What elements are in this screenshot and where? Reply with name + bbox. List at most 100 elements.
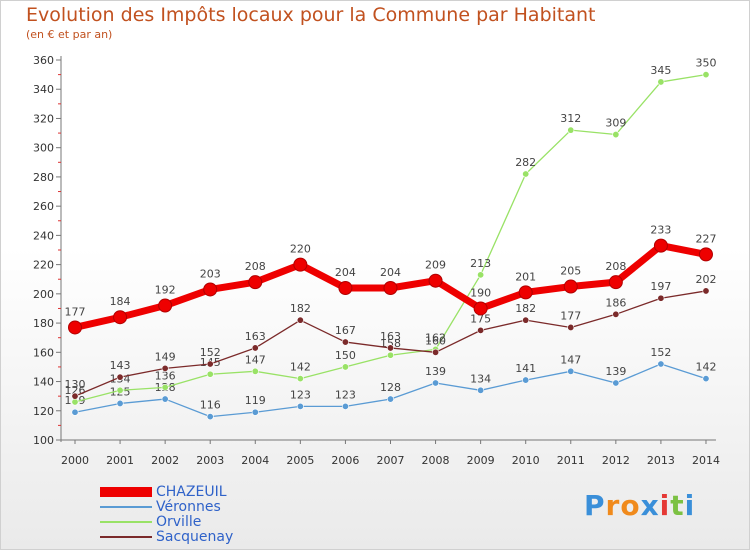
- data-point: [341, 402, 349, 410]
- x-tick-label: 2014: [692, 454, 720, 467]
- data-point: [612, 310, 620, 318]
- data-label: 184: [110, 295, 131, 308]
- data-point: [293, 257, 308, 272]
- data-point: [477, 326, 485, 334]
- data-point: [567, 126, 575, 134]
- data-label: 123: [335, 388, 356, 401]
- data-point: [567, 323, 575, 331]
- data-point: [522, 170, 530, 178]
- data-label: 123: [290, 388, 311, 401]
- data-point: [296, 402, 304, 410]
- data-point: [518, 285, 533, 300]
- data-point: [206, 413, 214, 421]
- data-label: 142: [290, 361, 311, 374]
- y-tick-label: 300: [33, 142, 54, 155]
- y-tick-label: 340: [33, 83, 54, 96]
- data-label: 204: [380, 266, 401, 279]
- data-point: [386, 351, 394, 359]
- data-label: 205: [560, 265, 581, 278]
- data-label: 143: [110, 359, 131, 372]
- data-point: [161, 364, 169, 372]
- legend-swatch: [100, 536, 152, 538]
- legend-label: Sacquenay: [156, 529, 234, 545]
- y-tick-label: 160: [33, 346, 54, 359]
- data-point: [251, 344, 259, 352]
- data-label: 209: [425, 259, 446, 272]
- data-point: [203, 282, 218, 297]
- data-point: [522, 316, 530, 324]
- data-label: 203: [200, 267, 221, 280]
- data-point: [428, 273, 443, 288]
- data-label: 149: [155, 350, 176, 363]
- series-chazeuil: 177 184 192 203 208 220 204 204 209 190 201 205 208 2…: [65, 224, 716, 335]
- y-tick-label: 200: [33, 288, 54, 301]
- data-label: 282: [515, 156, 536, 169]
- data-label: 309: [605, 117, 626, 130]
- data-label: 175: [470, 312, 491, 325]
- legend-swatch: [100, 487, 152, 497]
- data-point: [612, 131, 620, 139]
- data-point: [477, 386, 485, 394]
- data-label: 208: [245, 260, 266, 273]
- data-point: [608, 275, 623, 290]
- data-label: 130: [65, 378, 86, 391]
- data-label: 136: [155, 369, 176, 382]
- data-label: 204: [335, 266, 356, 279]
- data-point: [158, 298, 173, 313]
- x-tick-label: 2009: [467, 454, 495, 467]
- data-label: 139: [605, 365, 626, 378]
- x-tick-label: 2012: [602, 454, 630, 467]
- data-label: 152: [650, 346, 671, 359]
- x-tick-label: 2007: [376, 454, 404, 467]
- data-point: [68, 320, 82, 335]
- data-label: 152: [200, 346, 221, 359]
- data-label: 139: [425, 365, 446, 378]
- data-point: [698, 247, 713, 262]
- data-point: [341, 338, 349, 346]
- data-label: 141: [515, 362, 536, 375]
- data-point: [653, 238, 668, 253]
- data-point: [657, 294, 665, 302]
- data-point: [116, 373, 124, 381]
- data-label: 177: [65, 305, 86, 318]
- x-tick-label: 2002: [151, 454, 179, 467]
- y-tick-label: 120: [33, 405, 54, 418]
- data-point: [563, 279, 578, 294]
- y-tick-label: 260: [33, 200, 54, 213]
- x-tick-label: 2005: [286, 454, 314, 467]
- data-label: 128: [380, 381, 401, 394]
- data-label: 116: [200, 399, 221, 412]
- data-label: 227: [695, 232, 716, 245]
- x-tick-label: 2006: [331, 454, 359, 467]
- data-point: [522, 376, 530, 384]
- y-tick-label: 320: [33, 112, 54, 125]
- line-chart: 100 120 140 160 180 200 220 240 260 280 300 320 340 3…: [33, 54, 720, 467]
- logo-letter: P: [584, 489, 606, 522]
- chart-title: Evolution des Impôts locaux pour la Comm…: [26, 4, 596, 26]
- legend-label: Véronnes: [156, 499, 221, 515]
- data-label: 167: [335, 324, 356, 337]
- data-point: [612, 379, 620, 387]
- data-label: 345: [650, 64, 671, 77]
- data-label: 119: [245, 394, 266, 407]
- data-label: 233: [650, 224, 671, 237]
- data-point: [702, 71, 710, 79]
- data-point: [338, 281, 353, 295]
- logo-letter: t: [670, 489, 685, 522]
- data-point: [251, 408, 259, 416]
- y-tick-label: 360: [33, 54, 54, 67]
- logo-letter: i: [659, 489, 671, 522]
- series-véronnes: 1191251281161191231231281391341411471391…: [65, 346, 716, 421]
- data-label: 147: [245, 353, 266, 366]
- data-point: [386, 395, 394, 403]
- data-point: [71, 392, 79, 400]
- data-label: 220: [290, 243, 311, 256]
- legend-label: CHAZEUIL: [156, 484, 227, 500]
- data-label: 147: [560, 353, 581, 366]
- x-tick-label: 2008: [422, 454, 450, 467]
- legend-swatch: [100, 521, 152, 523]
- data-label: 192: [155, 284, 176, 297]
- data-point: [477, 271, 485, 279]
- x-tick-label: 2004: [241, 454, 269, 467]
- data-label: 182: [290, 302, 311, 315]
